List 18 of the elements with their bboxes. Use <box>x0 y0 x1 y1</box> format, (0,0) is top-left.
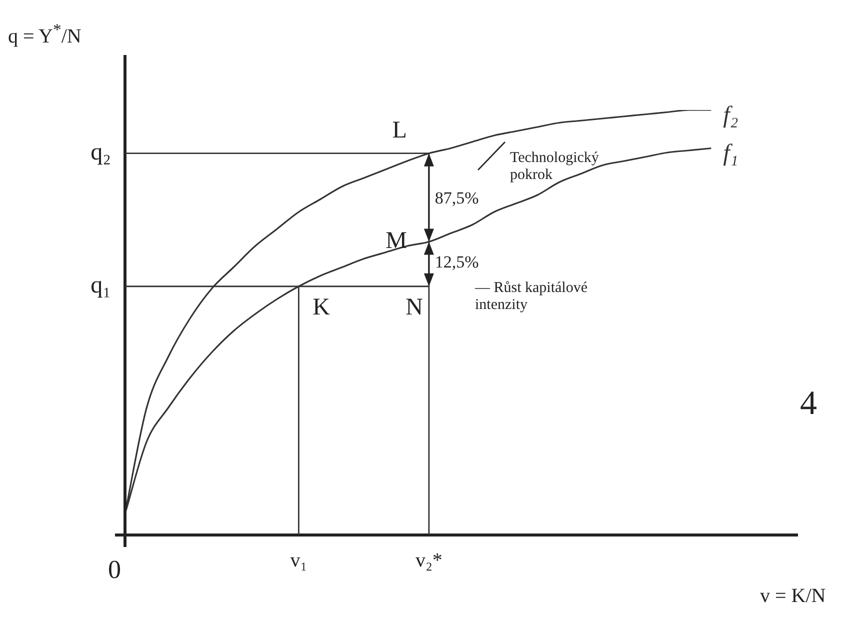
text: 0 <box>108 555 122 585</box>
ref-line-label: q₁ <box>90 272 111 299</box>
x-tick-label: v₁ <box>290 549 308 572</box>
y-axis-title: q = Y$^{*}$/N <box>8 20 82 49</box>
annotation: N <box>406 294 423 321</box>
annotation: L <box>392 118 407 144</box>
series-label: f₂ <box>723 102 738 128</box>
annotation: M <box>386 228 407 254</box>
annotation: 12,5% <box>434 252 479 272</box>
text: 4 <box>800 385 818 423</box>
x-tick-label: v₂* <box>415 549 442 572</box>
annotation: 87,5% <box>434 188 479 208</box>
annotation: K <box>312 294 331 321</box>
annotation: — Růst kapitálové intenzity <box>475 280 588 314</box>
annotation: Technologický pokrok <box>510 150 600 184</box>
x-axis-title: v = K/N <box>760 585 826 608</box>
series-label: f₁ <box>723 140 738 167</box>
ref-line-label: q₂ <box>90 140 111 166</box>
